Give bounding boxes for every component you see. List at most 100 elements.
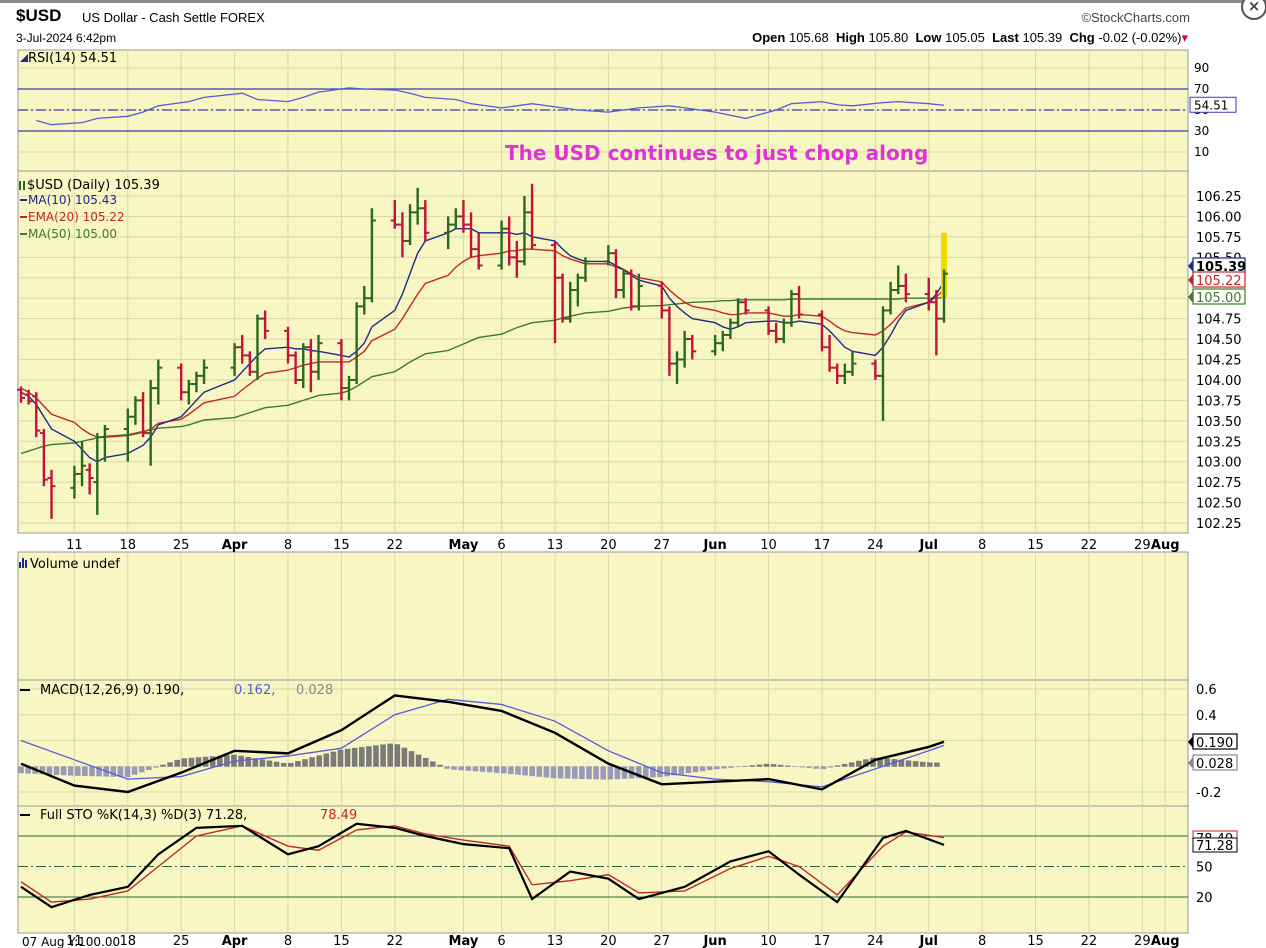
price-xtick-label: 20 [600, 538, 617, 553]
price-ytick-label: 103.25 [1196, 435, 1242, 450]
macd-histogram-bar [146, 766, 152, 770]
macd-histogram-bar [188, 757, 195, 767]
price-xtick-label: May [449, 538, 479, 553]
rsi-indicator-icon [20, 54, 28, 62]
macd-histogram-bar [451, 766, 457, 770]
macd-ytick-label: 0.6 [1196, 683, 1217, 698]
price-ytick-label: 106.25 [1196, 190, 1242, 205]
open-label: Open [752, 30, 786, 45]
macd-histogram-bar [167, 762, 173, 767]
macd-histogram-bar [380, 744, 386, 767]
macd-histogram-bar [344, 748, 351, 767]
rsi-value-tag-text: 54.51 [1194, 98, 1228, 112]
macd-histogram-bar [799, 766, 805, 768]
macd-histogram-bar [863, 759, 869, 767]
chg-label: Chg [1069, 30, 1095, 45]
price-xtick-label: 15 [1027, 538, 1044, 553]
bottom-xtick-label: 29 [1134, 934, 1151, 948]
macd-histogram-bar [394, 744, 401, 767]
macd-histogram-bar [635, 766, 642, 779]
price-xtick-label: 11 [66, 538, 83, 553]
price-ytick-label: 102.25 [1196, 517, 1242, 532]
rsi-value-tag [1189, 96, 1237, 113]
rsi-ytick-label: 30 [1194, 124, 1209, 138]
macd-label: MACD(12,26,9) 0.190, [40, 683, 184, 698]
panel-macd [17, 679, 1189, 807]
macd-histogram-bar [437, 764, 443, 767]
price-xtick-label: Aug [1151, 538, 1180, 553]
macd-histogram-bar [316, 755, 322, 767]
macd-histogram-bar [756, 764, 763, 767]
macd-histogram-bar [777, 764, 784, 767]
macd-histogram-bar [408, 751, 415, 767]
macd-histogram-bar [273, 761, 280, 767]
bottom-xtick-label: Aug [1151, 934, 1180, 948]
sto-ytick-label: 50 [1196, 861, 1213, 876]
price-xtick-label: 13 [547, 538, 564, 553]
macd-histogram-bar [650, 766, 656, 778]
macd-value-tag-text: 0.190 [1196, 736, 1233, 751]
macd-histogram-bar [834, 765, 841, 767]
macd-histogram-bar [827, 766, 834, 768]
bottom-xtick-label: Jun [702, 934, 726, 948]
macd-histogram-bar [508, 766, 514, 775]
macd-histogram-bar [848, 762, 855, 767]
price-xtick-label: 15 [333, 538, 350, 553]
price-value-tag [1192, 288, 1246, 305]
macd-histogram-bar [280, 762, 287, 767]
close-icon[interactable]: × [1241, 0, 1266, 20]
macd-histogram-bar [770, 764, 777, 767]
volume-icon [19, 558, 27, 568]
macd-histogram-bar [46, 766, 53, 775]
macd-histogram-bar [671, 766, 677, 776]
macd-histogram-bar [430, 761, 436, 767]
sto-d-label: 78.49 [320, 808, 357, 823]
macd-histogram-bar [330, 751, 337, 767]
macd-line [20, 694, 945, 794]
macd-histogram-bar [714, 766, 720, 770]
macd-histogram-bar [643, 766, 649, 778]
low-label: Low [915, 30, 942, 45]
ma50-line [20, 296, 945, 455]
price-xtick-label: 10 [760, 538, 777, 553]
macd-histogram-bar [806, 766, 812, 769]
macd-histogram-bar [898, 759, 905, 767]
sto-ytick-label: 20 [1196, 891, 1213, 906]
macd-signal-label: 0.162, [234, 683, 275, 698]
macd-histogram-bar [919, 761, 926, 767]
macd-histogram-bar [174, 759, 180, 767]
bottom-xtick-label: 8 [978, 934, 986, 948]
macd-histogram-bar [877, 757, 883, 767]
price-value-tag [1192, 271, 1246, 288]
bottom-xtick-label: 22 [1081, 934, 1098, 948]
macd-histogram-bar [792, 766, 798, 767]
last-value: 105.39 [1022, 30, 1063, 45]
macd-signal-line [20, 698, 945, 788]
bottom-xtick-label: Apr [222, 934, 248, 948]
macd-histogram-bar [89, 766, 95, 777]
high-label: High [835, 30, 865, 45]
macd-histogram-bar [351, 747, 358, 767]
macd-histogram-bar [550, 766, 557, 779]
macd-histogram-bar [685, 766, 692, 774]
macd-histogram-bar [543, 766, 550, 778]
macd-histogram-bar [564, 766, 571, 779]
macd-histogram-bar [25, 766, 31, 774]
macd-histogram-bar [493, 766, 500, 773]
price-ytick-label: 104.25 [1196, 354, 1242, 369]
macd-histogram-bar [728, 766, 734, 768]
price-xtick-label: 17 [814, 538, 831, 553]
bottom-xtick-label: 20 [600, 934, 617, 948]
price-ytick-label: 102.75 [1196, 476, 1242, 491]
macd-histogram-bar [224, 755, 230, 767]
macd-histogram-bar [934, 762, 940, 767]
macd-histogram-bar [266, 760, 273, 767]
macd-histogram-bar [359, 747, 365, 767]
macd-histogram-bar [401, 747, 408, 767]
panel-vol [17, 551, 1189, 681]
macd-histogram-bar [117, 766, 124, 777]
macd-histogram-bar [820, 766, 827, 770]
macd-hist-label: 0.028 [296, 683, 333, 698]
macd-histogram-bar [110, 766, 117, 777]
macd-histogram-bar [138, 766, 145, 773]
